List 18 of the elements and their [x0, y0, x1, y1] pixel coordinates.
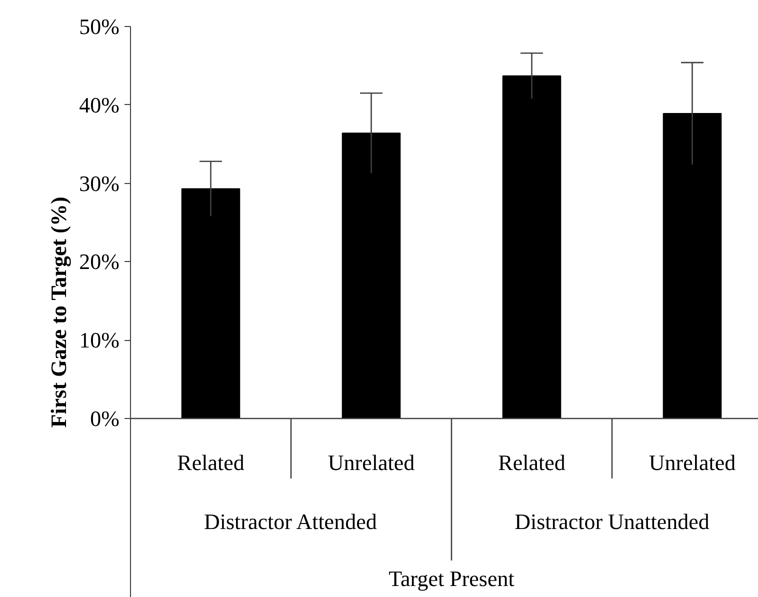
y-tick-label: 50%: [79, 14, 120, 39]
y-tick-label: 20%: [79, 249, 120, 274]
text: Distractor Unattended: [514, 509, 710, 534]
bar: [342, 132, 401, 419]
text: Target Present: [388, 566, 514, 591]
x-tick-label: Related: [498, 450, 566, 475]
x-tick-label: Unrelated: [648, 450, 736, 475]
bar: [181, 188, 240, 419]
y-tick-label: 10%: [79, 328, 120, 353]
y-tick-label: 0%: [90, 406, 120, 431]
bar: [502, 75, 562, 419]
y-axis-title: First Gaze to Target (%): [46, 196, 72, 428]
y-tick-label: 40%: [79, 92, 120, 118]
y-tick-label: 30%: [79, 170, 120, 196]
x-tick-label: Related: [177, 450, 244, 475]
text: Distractor Attended: [204, 509, 377, 534]
bar: [662, 113, 722, 419]
x-tick-label: Unrelated: [328, 450, 415, 475]
